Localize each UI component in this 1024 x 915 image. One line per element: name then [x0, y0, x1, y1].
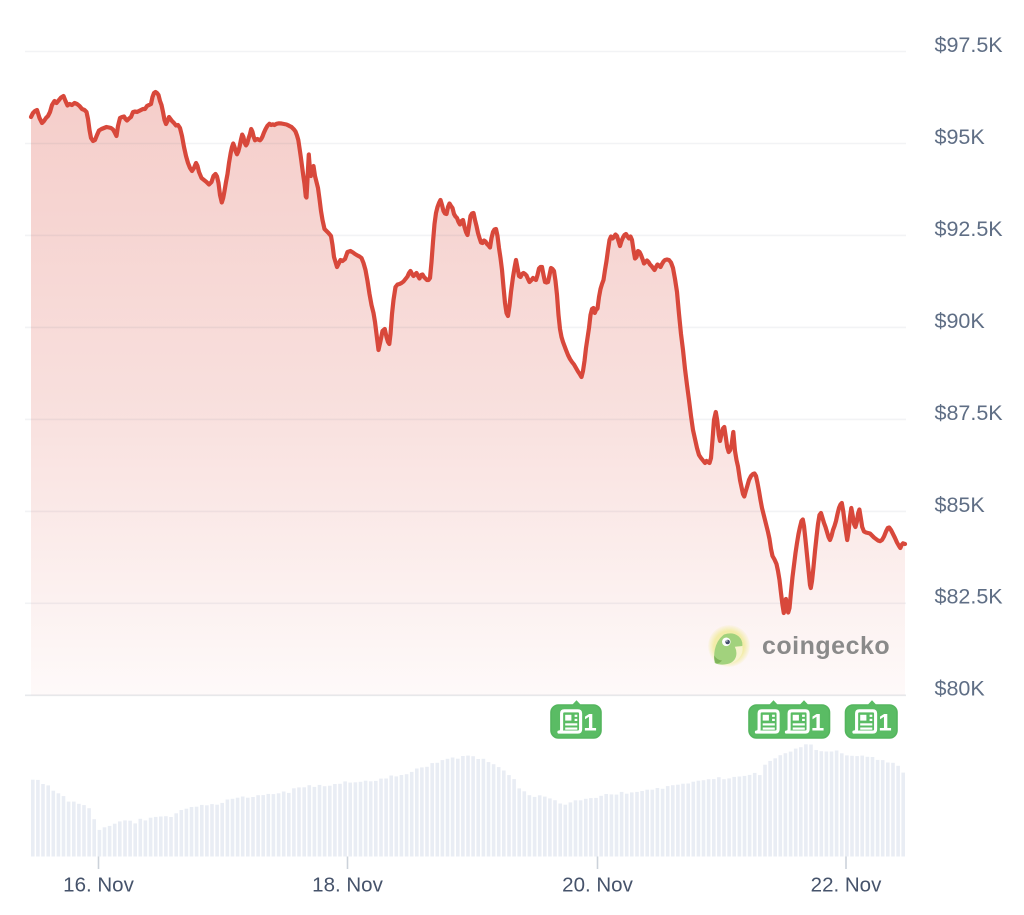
svg-text:$82.5K: $82.5K — [935, 585, 1004, 609]
svg-text:1: 1 — [878, 710, 891, 737]
svg-text:18. Nov: 18. Nov — [312, 874, 383, 897]
svg-text:$87.5K: $87.5K — [935, 401, 1004, 425]
svg-text:$95K: $95K — [935, 125, 986, 149]
svg-text:$80K: $80K — [935, 677, 986, 701]
svg-text:16. Nov: 16. Nov — [63, 874, 134, 897]
svg-text:1: 1 — [811, 710, 824, 737]
svg-text:$85K: $85K — [935, 493, 986, 517]
svg-text:22. Nov: 22. Nov — [811, 874, 882, 897]
svg-text:20. Nov: 20. Nov — [562, 874, 633, 897]
svg-text:1: 1 — [583, 710, 596, 737]
svg-text:$92.5K: $92.5K — [935, 217, 1004, 241]
svg-text:coingecko: coingecko — [762, 632, 890, 660]
svg-text:$90K: $90K — [935, 309, 986, 333]
svg-text:$97.5K: $97.5K — [935, 33, 1004, 57]
